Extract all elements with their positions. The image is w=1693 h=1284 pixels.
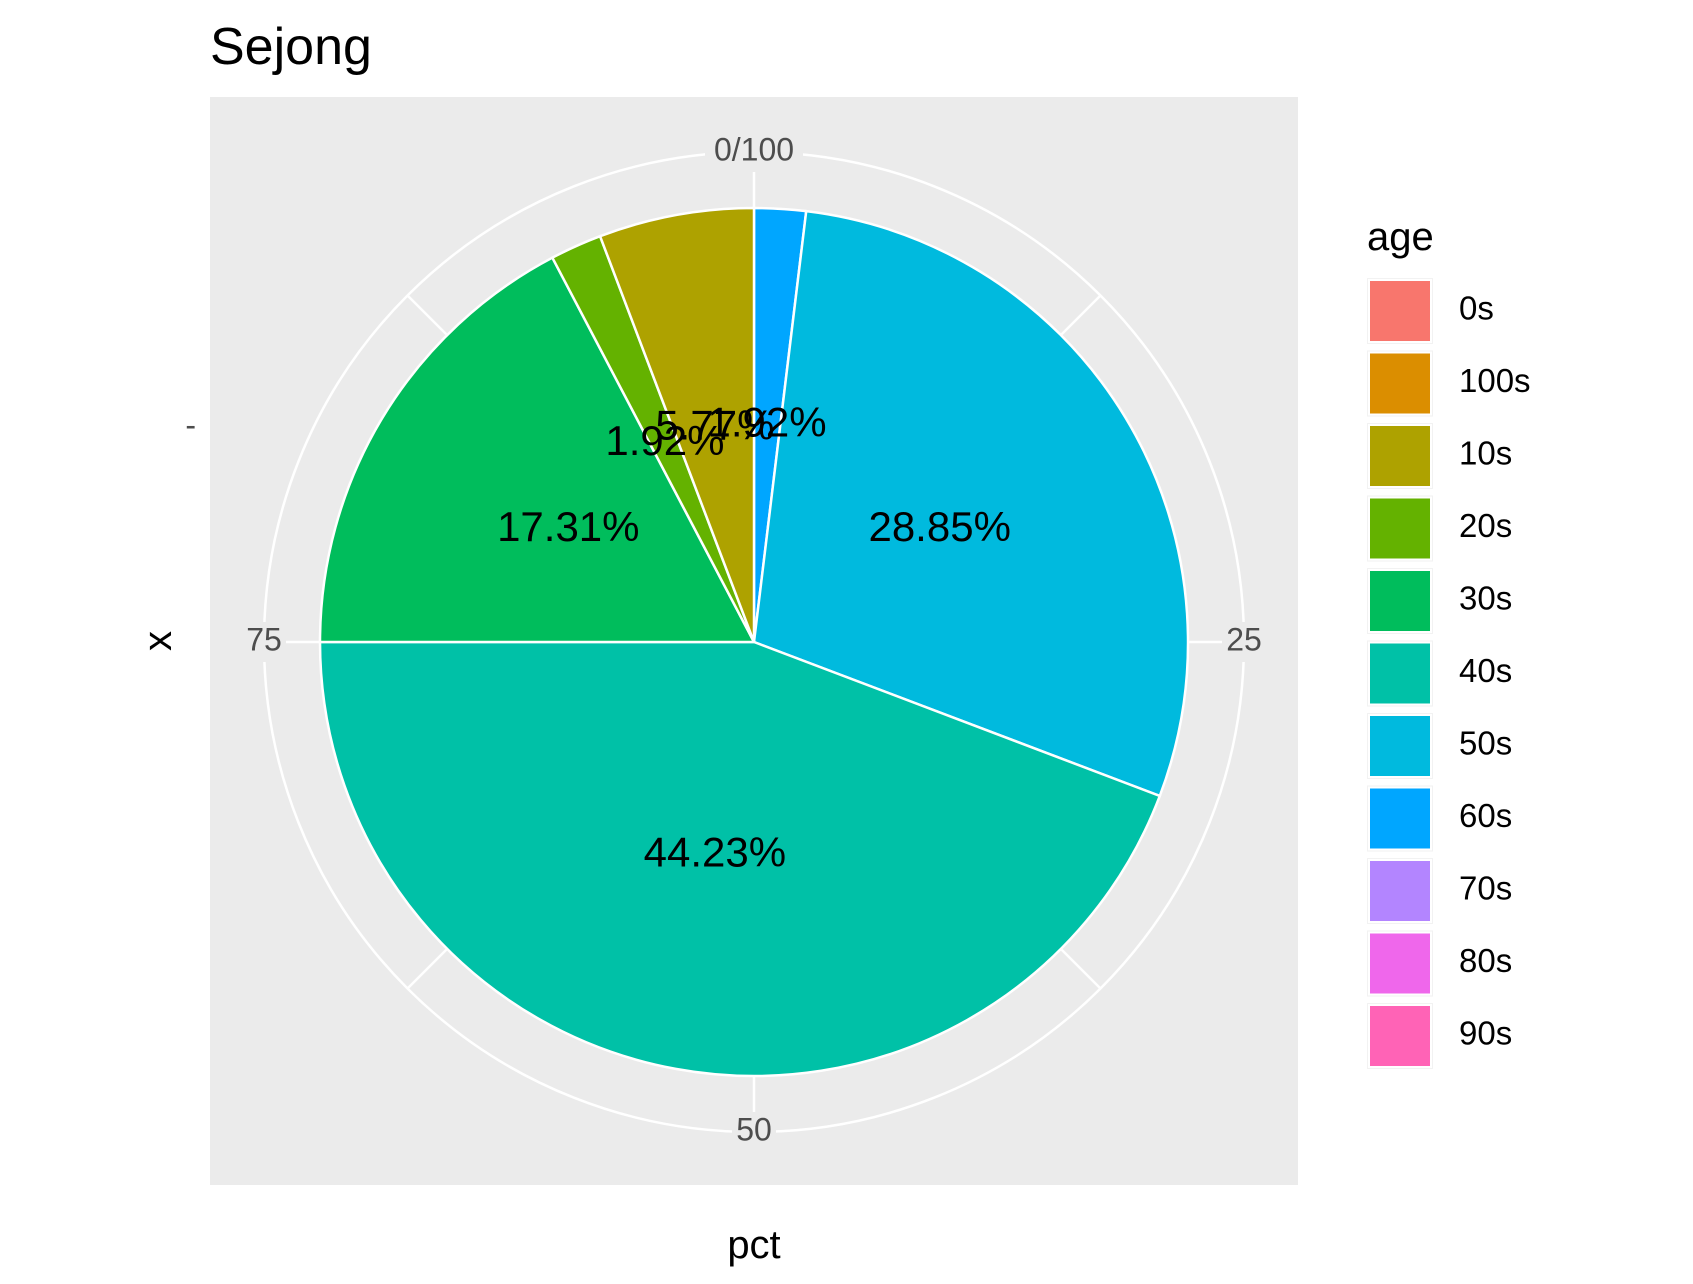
data-label-40s: 44.23% (644, 829, 786, 876)
legend: 0s 100s 10s 20s 30s 40s 50s 60s 70s 80s 90s (1367, 278, 1531, 1069)
legend-label-30s: 30s (1459, 580, 1512, 617)
theta-label-bg (1222, 622, 1266, 662)
pie-slice-40s (318, 640, 1162, 1078)
legend-swatch-70s (1368, 859, 1432, 923)
legend-label-0s: 0s (1459, 290, 1494, 327)
theta-label-bg (705, 132, 803, 172)
legend-swatch-50s (1368, 714, 1432, 778)
legend-swatch-60s (1368, 786, 1432, 851)
pie-slice-50s (752, 209, 1190, 798)
legend-swatch-10s (1368, 424, 1432, 488)
legend-label-10s: 10s (1459, 435, 1512, 472)
theta-label-bg (732, 1112, 776, 1152)
theta-tick-label: 0/100 (714, 131, 794, 167)
legend-swatch-40s (1368, 641, 1432, 706)
legend-label-80s: 80s (1459, 942, 1512, 979)
legend-swatch-80s (1368, 931, 1432, 996)
theta-label-bg (242, 622, 286, 662)
data-label-60s: 1.92% (708, 398, 827, 445)
legend-swatch-0s (1368, 279, 1432, 343)
chart-title: Sejong (210, 18, 372, 76)
pie-slice-30s (318, 255, 757, 644)
slice-layer (318, 206, 1190, 1078)
data-label-20s: 1.92% (605, 417, 724, 464)
data-label-50s: 28.85% (868, 503, 1010, 550)
theta-tick-label: 50 (736, 1111, 772, 1147)
legend-title: age (1367, 215, 1434, 259)
x-axis-title: pct (727, 1223, 780, 1267)
data-labels: 1.92% 28.85% 44.23% 17.31% 1.92%5.77% (497, 398, 1011, 875)
legend-swatch-30s (1368, 569, 1432, 633)
legend-label-100s: 100s (1459, 362, 1531, 399)
legend-label-50s: 50s (1459, 725, 1512, 762)
legend-swatch-90s (1368, 1004, 1432, 1068)
legend-label-20s: 20s (1459, 507, 1512, 544)
legend-label-70s: 70s (1459, 870, 1512, 907)
theta-tick-label: 75 (246, 621, 282, 657)
legend-label-90s: 90s (1459, 1015, 1512, 1052)
y-tick-label: - (185, 407, 196, 443)
legend-label-60s: 60s (1459, 797, 1512, 834)
pie-slice-10s (598, 206, 756, 643)
theta-tick-labels: 0/100 25 50 75 (242, 131, 1266, 1152)
legend-swatch-20s (1368, 496, 1432, 561)
data-label-30s: 17.31% (497, 503, 639, 550)
legend-swatch-100s (1368, 351, 1432, 416)
legend-label-40s: 40s (1459, 652, 1512, 689)
y-axis-title: x (136, 631, 180, 651)
theta-tick-label: 25 (1226, 621, 1262, 657)
data-label-10s: 5.77% (655, 402, 774, 449)
